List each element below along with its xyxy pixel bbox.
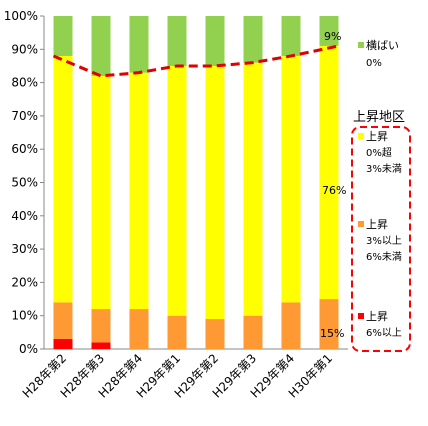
bar-segment — [91, 342, 111, 349]
legend-item-line: 3%以上 — [366, 235, 402, 247]
legend-rise-title: 上昇地区 — [353, 110, 405, 125]
bar-segment — [53, 55, 73, 303]
bar-segment — [319, 299, 339, 349]
legend-item-line: 6%未満 — [366, 251, 402, 263]
rise-line-layer — [52, 44, 339, 78]
legend-swatch-flat — [358, 42, 364, 48]
bar-segment — [167, 315, 187, 349]
bar-segment — [281, 16, 301, 56]
bars — [53, 16, 339, 349]
y-tick-label: 70% — [11, 109, 38, 123]
y-tick-label: 20% — [11, 275, 38, 289]
x-tick-labels: H28年第2H28年第3H28年第4H29年第1H29年第2H29年第3H29年… — [20, 351, 335, 400]
y-tick-label: 30% — [11, 242, 38, 256]
bar-segment — [129, 72, 149, 310]
bar-segment — [205, 65, 225, 320]
y-tick-label: 40% — [11, 209, 38, 223]
bar-segment — [129, 16, 149, 73]
y-tick-label: 60% — [11, 142, 38, 156]
annotation-middle: 76% — [322, 184, 346, 197]
y-tick-label: 50% — [11, 176, 38, 190]
legend-item-line: 6%以上 — [366, 327, 402, 339]
bar-segment — [91, 75, 111, 310]
bar-segment — [319, 16, 339, 46]
annotation-bottom: 15% — [320, 327, 344, 340]
y-tick-label: 80% — [11, 76, 38, 90]
bar-segment — [53, 16, 73, 56]
bar-segment — [91, 16, 111, 76]
legend-swatch — [358, 133, 364, 139]
rise-dashed-line — [52, 44, 339, 78]
legend-item-line: 上昇 — [366, 310, 388, 323]
bar-segment — [167, 65, 187, 316]
bar-segment — [205, 319, 225, 349]
bar-segment — [319, 45, 339, 300]
bar-segment — [129, 309, 149, 349]
y-tick-label: 10% — [11, 309, 38, 323]
legend-item-line: 上昇 — [366, 130, 388, 143]
bar-segment — [53, 302, 73, 340]
bar-segment — [53, 339, 73, 349]
legend-swatch — [358, 313, 364, 319]
legend-item-line: 上昇 — [366, 218, 388, 231]
y-tick-label: 90% — [11, 42, 38, 56]
bar-segment — [205, 16, 225, 66]
bar-segment — [243, 16, 263, 63]
bar-segment — [243, 315, 263, 349]
bar-segment — [281, 302, 301, 349]
bar-segment — [167, 16, 187, 66]
bar-segment — [243, 62, 263, 316]
bar-segment — [91, 309, 111, 343]
bar-segment — [281, 55, 301, 303]
legend-flat-sub: 0% — [366, 58, 382, 69]
y-tick-label: 100% — [4, 9, 38, 23]
legend-flat-label: 横ばい — [366, 38, 399, 52]
legend-rise-box — [351, 126, 411, 352]
legend-item-line: 3%未満 — [366, 163, 402, 175]
annotations: 9% 76% 15% — [320, 30, 346, 340]
annotation-top: 9% — [324, 30, 341, 43]
y-tick-labels: 0% 10% 20% 30% 40% 50% 60% 70% 80% 90% 100% — [4, 9, 44, 356]
y-tick-label: 0% — [19, 342, 38, 356]
legend-item-line: 0%超 — [366, 146, 392, 159]
legend-swatch — [358, 221, 364, 227]
